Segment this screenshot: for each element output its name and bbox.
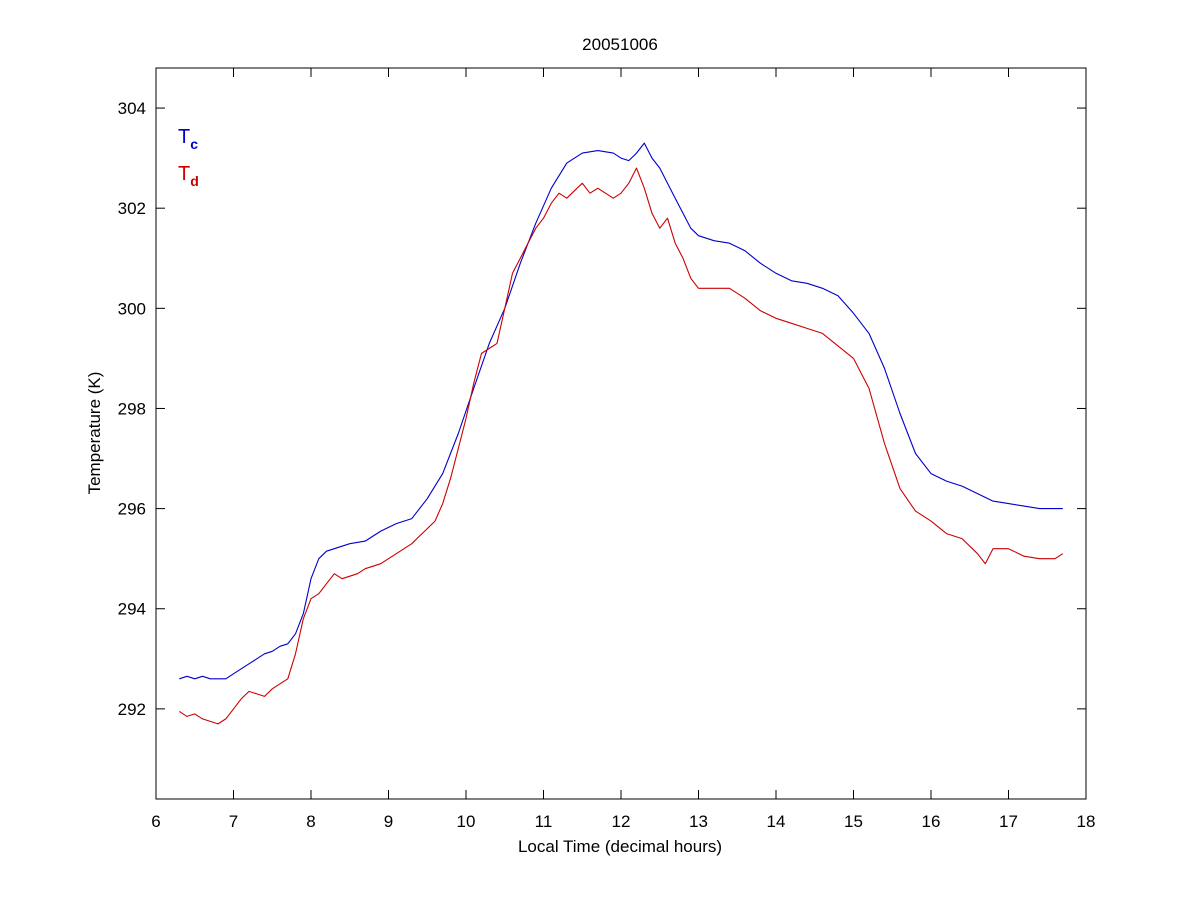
plot-area: 6 7 8 9 10 11 12 13 14 15 16 17 18 292 294 296 298 300 30… xyxy=(118,67,1095,831)
y-tick-label: 298 xyxy=(118,399,146,418)
series-line-tc xyxy=(179,142,1063,680)
legend-entry-td: Td xyxy=(178,163,199,189)
x-tick-label: 18 xyxy=(1077,812,1096,831)
y-tick-label: 292 xyxy=(118,700,146,719)
series-layer xyxy=(179,142,1064,725)
y-tick-label: 300 xyxy=(118,299,146,318)
x-tick-label: 9 xyxy=(384,812,393,831)
x-tick-label: 17 xyxy=(999,812,1018,831)
y-tick-label: 304 xyxy=(118,99,146,118)
x-tick-label: 16 xyxy=(922,812,941,831)
y-tick-label: 296 xyxy=(118,500,146,519)
x-tick-label: 14 xyxy=(767,812,786,831)
legend-td-sub: d xyxy=(190,173,199,189)
x-tick-label: 6 xyxy=(151,812,160,831)
y-tick-label: 302 xyxy=(118,199,146,218)
axes-box xyxy=(155,67,1087,800)
chart-title: 20051006 xyxy=(582,35,658,54)
x-axis: 6 7 8 9 10 11 12 13 14 15 16 17 18 xyxy=(151,68,1095,831)
y-tick-label: 294 xyxy=(118,600,146,619)
x-tick-label: 11 xyxy=(535,812,553,831)
series-line-td xyxy=(179,167,1064,725)
x-tick-label: 13 xyxy=(689,812,708,831)
legend-tc-main: T xyxy=(178,126,190,148)
legend-tc-sub: c xyxy=(190,136,198,152)
legend: Tc Td xyxy=(178,126,199,189)
x-tick-label: 10 xyxy=(457,812,476,831)
x-tick-label: 8 xyxy=(306,812,315,831)
y-axis-label: Temperature (K) xyxy=(85,372,104,495)
legend-entry-tc: Tc xyxy=(178,126,198,152)
x-tick-label: 12 xyxy=(612,812,631,831)
x-axis-label: Local Time (decimal hours) xyxy=(518,837,722,856)
x-tick-label: 7 xyxy=(229,812,238,831)
y-axis: 292 294 296 298 300 302 304 xyxy=(118,99,1086,719)
legend-td-main: T xyxy=(178,163,190,185)
x-tick-label: 15 xyxy=(844,812,863,831)
